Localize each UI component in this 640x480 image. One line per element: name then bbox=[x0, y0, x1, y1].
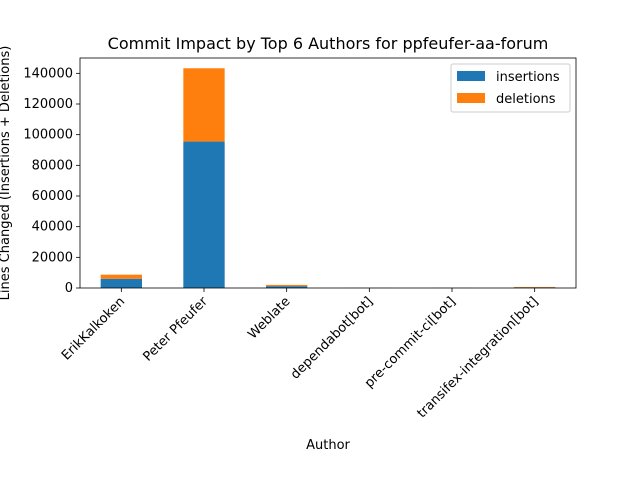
axes-frame bbox=[79, 57, 577, 289]
x-tick-label: Weblate bbox=[245, 294, 293, 342]
y-tick-label: 100000 bbox=[23, 128, 73, 143]
y-tick-label: 140000 bbox=[23, 66, 73, 81]
bar-deletions-0 bbox=[100, 274, 142, 279]
y-tick-label: 20000 bbox=[32, 250, 73, 265]
bars-group bbox=[100, 68, 556, 288]
y-tick-label: 0 bbox=[65, 281, 73, 296]
bar-deletions-2 bbox=[266, 284, 308, 287]
x-tick-label: Peter Pfeufer bbox=[140, 294, 211, 365]
legend-label-deletions: deletions bbox=[496, 92, 556, 107]
legend-swatch-insertions bbox=[457, 71, 485, 81]
legend-swatch-deletions bbox=[457, 93, 485, 103]
x-axis-label: Author bbox=[306, 438, 350, 453]
y-tick-label: 120000 bbox=[23, 97, 73, 112]
bar-deletions-1 bbox=[183, 68, 225, 142]
y-axis-ticks: 0 20000 40000 60000 80000 100000 120000 140000 bbox=[23, 66, 80, 296]
x-tick-label: ErikKalkoken bbox=[59, 294, 128, 363]
y-tick-label: 60000 bbox=[32, 189, 73, 204]
bar-insertions-2 bbox=[266, 286, 308, 288]
legend-label-insertions: insertions bbox=[496, 70, 560, 85]
bar-insertions-0 bbox=[100, 278, 142, 288]
y-axis-label: Lines Changed (Insertions + Deletions) bbox=[0, 46, 13, 301]
y-tick-label: 80000 bbox=[32, 158, 73, 173]
x-tick-label: dependabot[bot] bbox=[288, 294, 376, 382]
bar-insertions-1 bbox=[183, 141, 225, 288]
legend: insertions deletions bbox=[450, 63, 571, 113]
x-tick-label: pre-commit-ci[bot] bbox=[362, 294, 459, 391]
chart-title: Commit Impact by Top 6 Authors for ppfeu… bbox=[108, 34, 549, 53]
x-axis-ticks: ErikKalkoken Peter Pfeufer Weblatedependab… bbox=[59, 288, 541, 421]
y-tick-label: 40000 bbox=[32, 220, 73, 235]
